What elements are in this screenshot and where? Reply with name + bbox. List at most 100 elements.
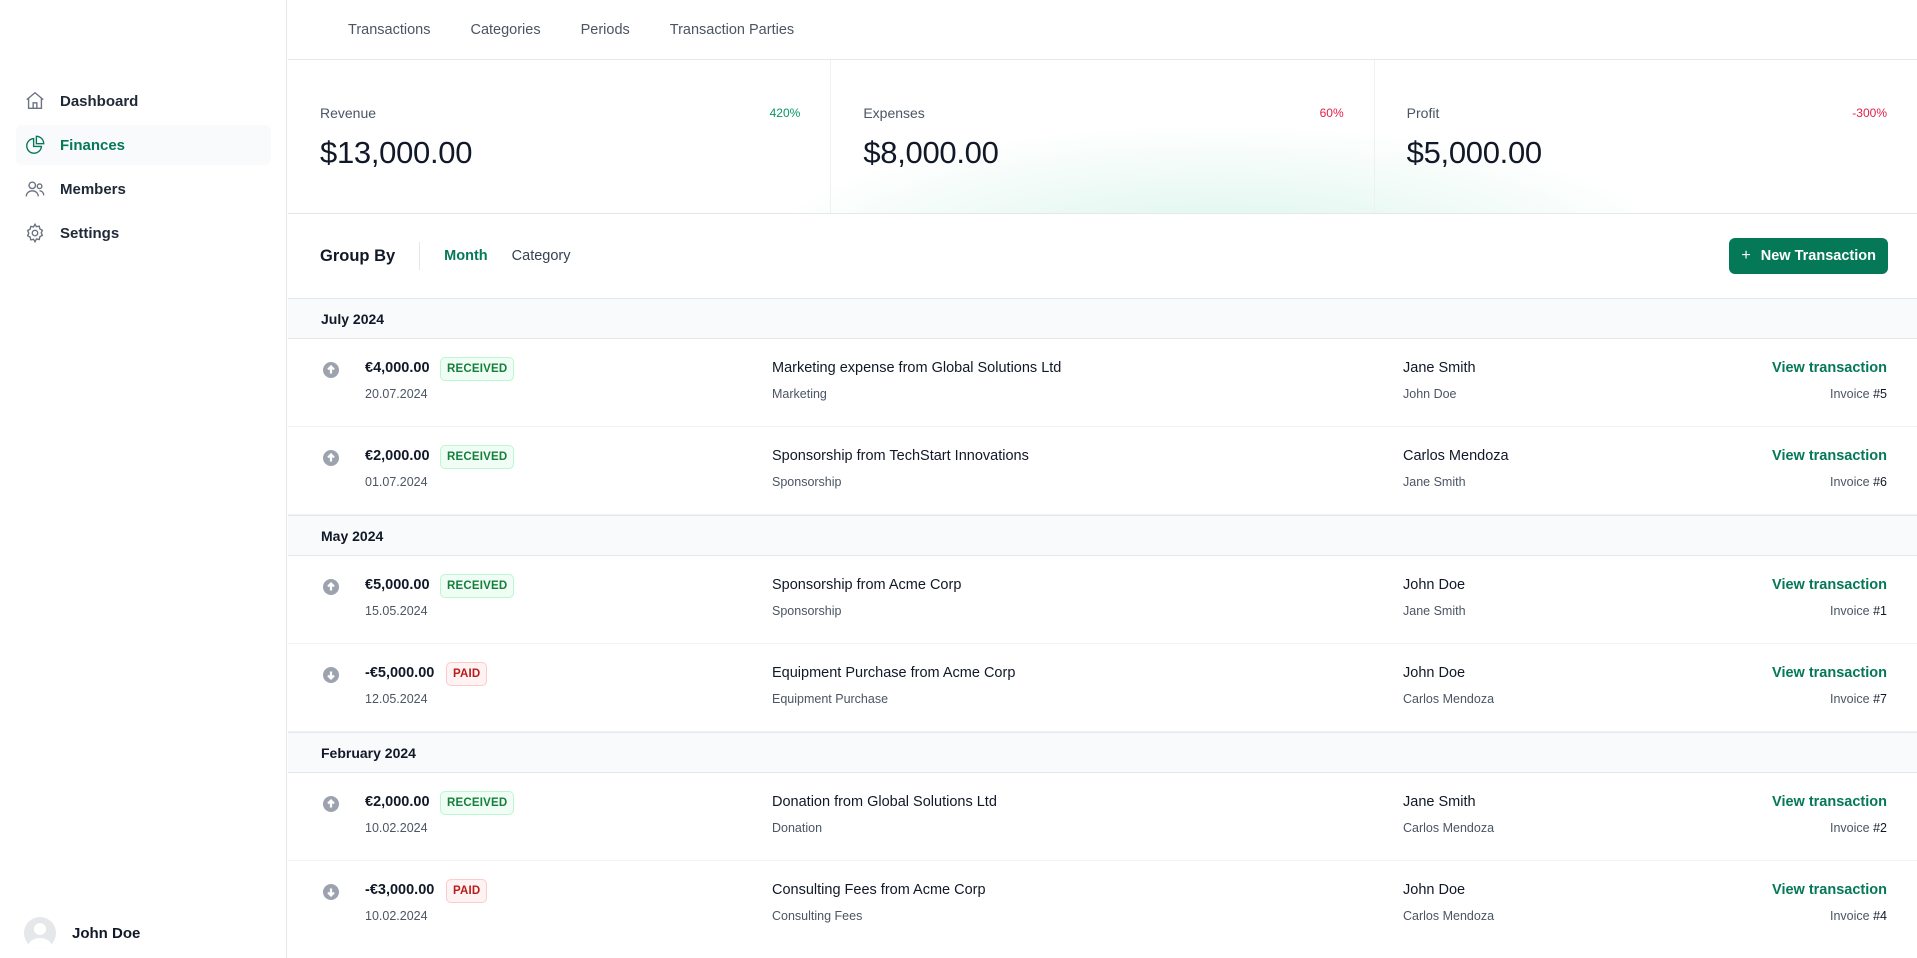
transaction-row: -€3,000.00 PAID 10.02.2024 Consulting Fees … — [288, 861, 1917, 949]
transaction-party: John Doe — [1403, 577, 1466, 593]
stat-change: 60% — [1319, 106, 1344, 120]
sidebar-item-finances[interactable]: Finances — [16, 125, 271, 165]
view-transaction-link[interactable]: View transaction — [1772, 448, 1887, 464]
users-icon — [24, 178, 46, 200]
plus-icon: + — [1741, 247, 1751, 264]
tab-periods[interactable]: Periods — [580, 21, 630, 38]
invoice-ref: Invoice #2 — [1830, 821, 1887, 835]
transaction-row: -€5,000.00 PAID 12.05.2024 Equipment Purcha… — [288, 644, 1917, 732]
transaction-amount: €4,000.00 — [365, 360, 430, 376]
sidebar-item-label: Settings — [60, 224, 120, 242]
tab-transaction-parties[interactable]: Transaction Parties — [669, 21, 795, 38]
transaction-amount: -€5,000.00 — [365, 665, 435, 681]
transaction-category: Sponsorship — [772, 475, 842, 489]
transaction-date: 10.02.2024 — [365, 909, 428, 923]
status-badge: PAID — [446, 662, 488, 686]
group-by-title: Group By — [320, 242, 421, 270]
user-name: John Doe — [72, 924, 141, 942]
transaction-description: Sponsorship from TechStart Innovations — [772, 448, 1029, 464]
stat-label: Profit — [1406, 105, 1440, 121]
transaction-date: 10.02.2024 — [365, 821, 428, 835]
transaction-party: John Doe — [1403, 882, 1466, 898]
home-icon — [24, 90, 46, 112]
avatar — [24, 917, 56, 949]
arrow-down-circle-icon — [323, 667, 339, 683]
transaction-category: Donation — [772, 821, 823, 835]
transaction-party: John Doe — [1403, 665, 1466, 681]
transaction-description: Donation from Global Solutions Ltd — [772, 794, 997, 810]
transaction-member: Carlos Mendoza — [1403, 909, 1495, 923]
stat-value: $5,000.00 — [1406, 135, 1543, 170]
invoice-ref: Invoice #6 — [1830, 475, 1887, 489]
group-by-month[interactable]: Month — [444, 248, 488, 264]
transaction-party: Jane Smith — [1403, 794, 1476, 810]
new-transaction-button[interactable]: + New Transaction — [1729, 238, 1888, 274]
chart-pie-icon — [24, 134, 46, 156]
transaction-party: Jane Smith — [1403, 360, 1476, 376]
transaction-row: €4,000.00 RECEIVED 20.07.2024 Marketing exp… — [288, 339, 1917, 427]
invoice-number: #5 — [1873, 387, 1887, 401]
group-header: May 2024 — [288, 515, 1917, 556]
view-transaction-link[interactable]: View transaction — [1772, 665, 1887, 681]
stat-change: 420% — [769, 106, 801, 120]
sidebar-item-label: Finances — [60, 136, 126, 154]
user-menu[interactable]: John Doe — [24, 916, 140, 950]
stats-panel: Revenue 420% $13,000.00 Expenses 60% $8,… — [288, 60, 1917, 214]
transaction-row: €5,000.00 RECEIVED 15.05.2024 Sponsorship f… — [288, 556, 1917, 644]
transaction-amount: €2,000.00 — [365, 448, 430, 464]
group-by-category[interactable]: Category — [511, 248, 571, 264]
invoice-number: #4 — [1873, 909, 1887, 923]
transaction-description: Marketing expense from Global Solutions … — [772, 360, 1062, 376]
view-transaction-link[interactable]: View transaction — [1772, 882, 1887, 898]
invoice-number: #6 — [1873, 475, 1887, 489]
sidebar-item-members[interactable]: Members — [16, 169, 271, 209]
transaction-description: Sponsorship from Acme Corp — [772, 577, 962, 593]
transaction-member: Carlos Mendoza — [1403, 692, 1495, 706]
status-badge: PAID — [446, 879, 488, 903]
invoice-number: #1 — [1873, 604, 1887, 618]
status-badge: RECEIVED — [440, 445, 515, 469]
transaction-amount: €5,000.00 — [365, 577, 430, 593]
transaction-date: 15.05.2024 — [365, 604, 428, 618]
invoice-number: #7 — [1873, 692, 1887, 706]
transaction-description: Equipment Purchase from Acme Corp — [772, 665, 1016, 681]
invoice-ref: Invoice #4 — [1830, 909, 1887, 923]
transaction-member: Carlos Mendoza — [1403, 821, 1495, 835]
transaction-category: Consulting Fees — [772, 909, 863, 923]
status-badge: RECEIVED — [440, 357, 515, 381]
tab-transactions[interactable]: Transactions — [348, 21, 431, 38]
view-transaction-link[interactable]: View transaction — [1772, 360, 1887, 376]
sidebar-nav: Dashboard Finances Members Settings — [16, 81, 271, 257]
sidebar-item-label: Dashboard — [60, 92, 139, 110]
sidebar-item-settings[interactable]: Settings — [16, 213, 271, 253]
transaction-description: Consulting Fees from Acme Corp — [772, 882, 986, 898]
invoice-ref: Invoice #7 — [1830, 692, 1887, 706]
stat-revenue: Revenue 420% $13,000.00 — [288, 60, 830, 213]
transaction-member: John Doe — [1403, 387, 1457, 401]
invoice-label: Invoice — [1830, 475, 1870, 489]
transaction-list: July 2024 €4,000.00 RECEIVED 20.07.2024 Mark… — [288, 298, 1917, 949]
view-transaction-link[interactable]: View transaction — [1772, 794, 1887, 810]
arrow-up-circle-icon — [323, 796, 339, 812]
group-header: February 2024 — [288, 732, 1917, 773]
stat-expenses: Expenses 60% $8,000.00 — [830, 60, 1373, 213]
stat-label: Expenses — [863, 105, 925, 121]
stat-value: $8,000.00 — [863, 135, 999, 170]
invoice-label: Invoice — [1830, 692, 1870, 706]
view-transaction-link[interactable]: View transaction — [1772, 577, 1887, 593]
sidebar-item-dashboard[interactable]: Dashboard — [16, 81, 271, 121]
stat-label: Revenue — [320, 105, 377, 121]
invoice-ref: Invoice #5 — [1830, 387, 1887, 401]
transaction-row: €2,000.00 RECEIVED 10.02.2024 Donation from… — [288, 773, 1917, 861]
invoice-label: Invoice — [1830, 821, 1870, 835]
transaction-date: 01.07.2024 — [365, 475, 428, 489]
status-badge: RECEIVED — [440, 791, 515, 815]
arrow-up-circle-icon — [323, 579, 339, 595]
tab-categories[interactable]: Categories — [470, 21, 541, 38]
transaction-date: 20.07.2024 — [365, 387, 428, 401]
invoice-label: Invoice — [1830, 909, 1870, 923]
transaction-party: Carlos Mendoza — [1403, 448, 1509, 464]
top-tabs: Transactions Categories Periods Transact… — [288, 0, 1917, 60]
invoice-label: Invoice — [1830, 604, 1870, 618]
group-header: July 2024 — [288, 298, 1917, 339]
